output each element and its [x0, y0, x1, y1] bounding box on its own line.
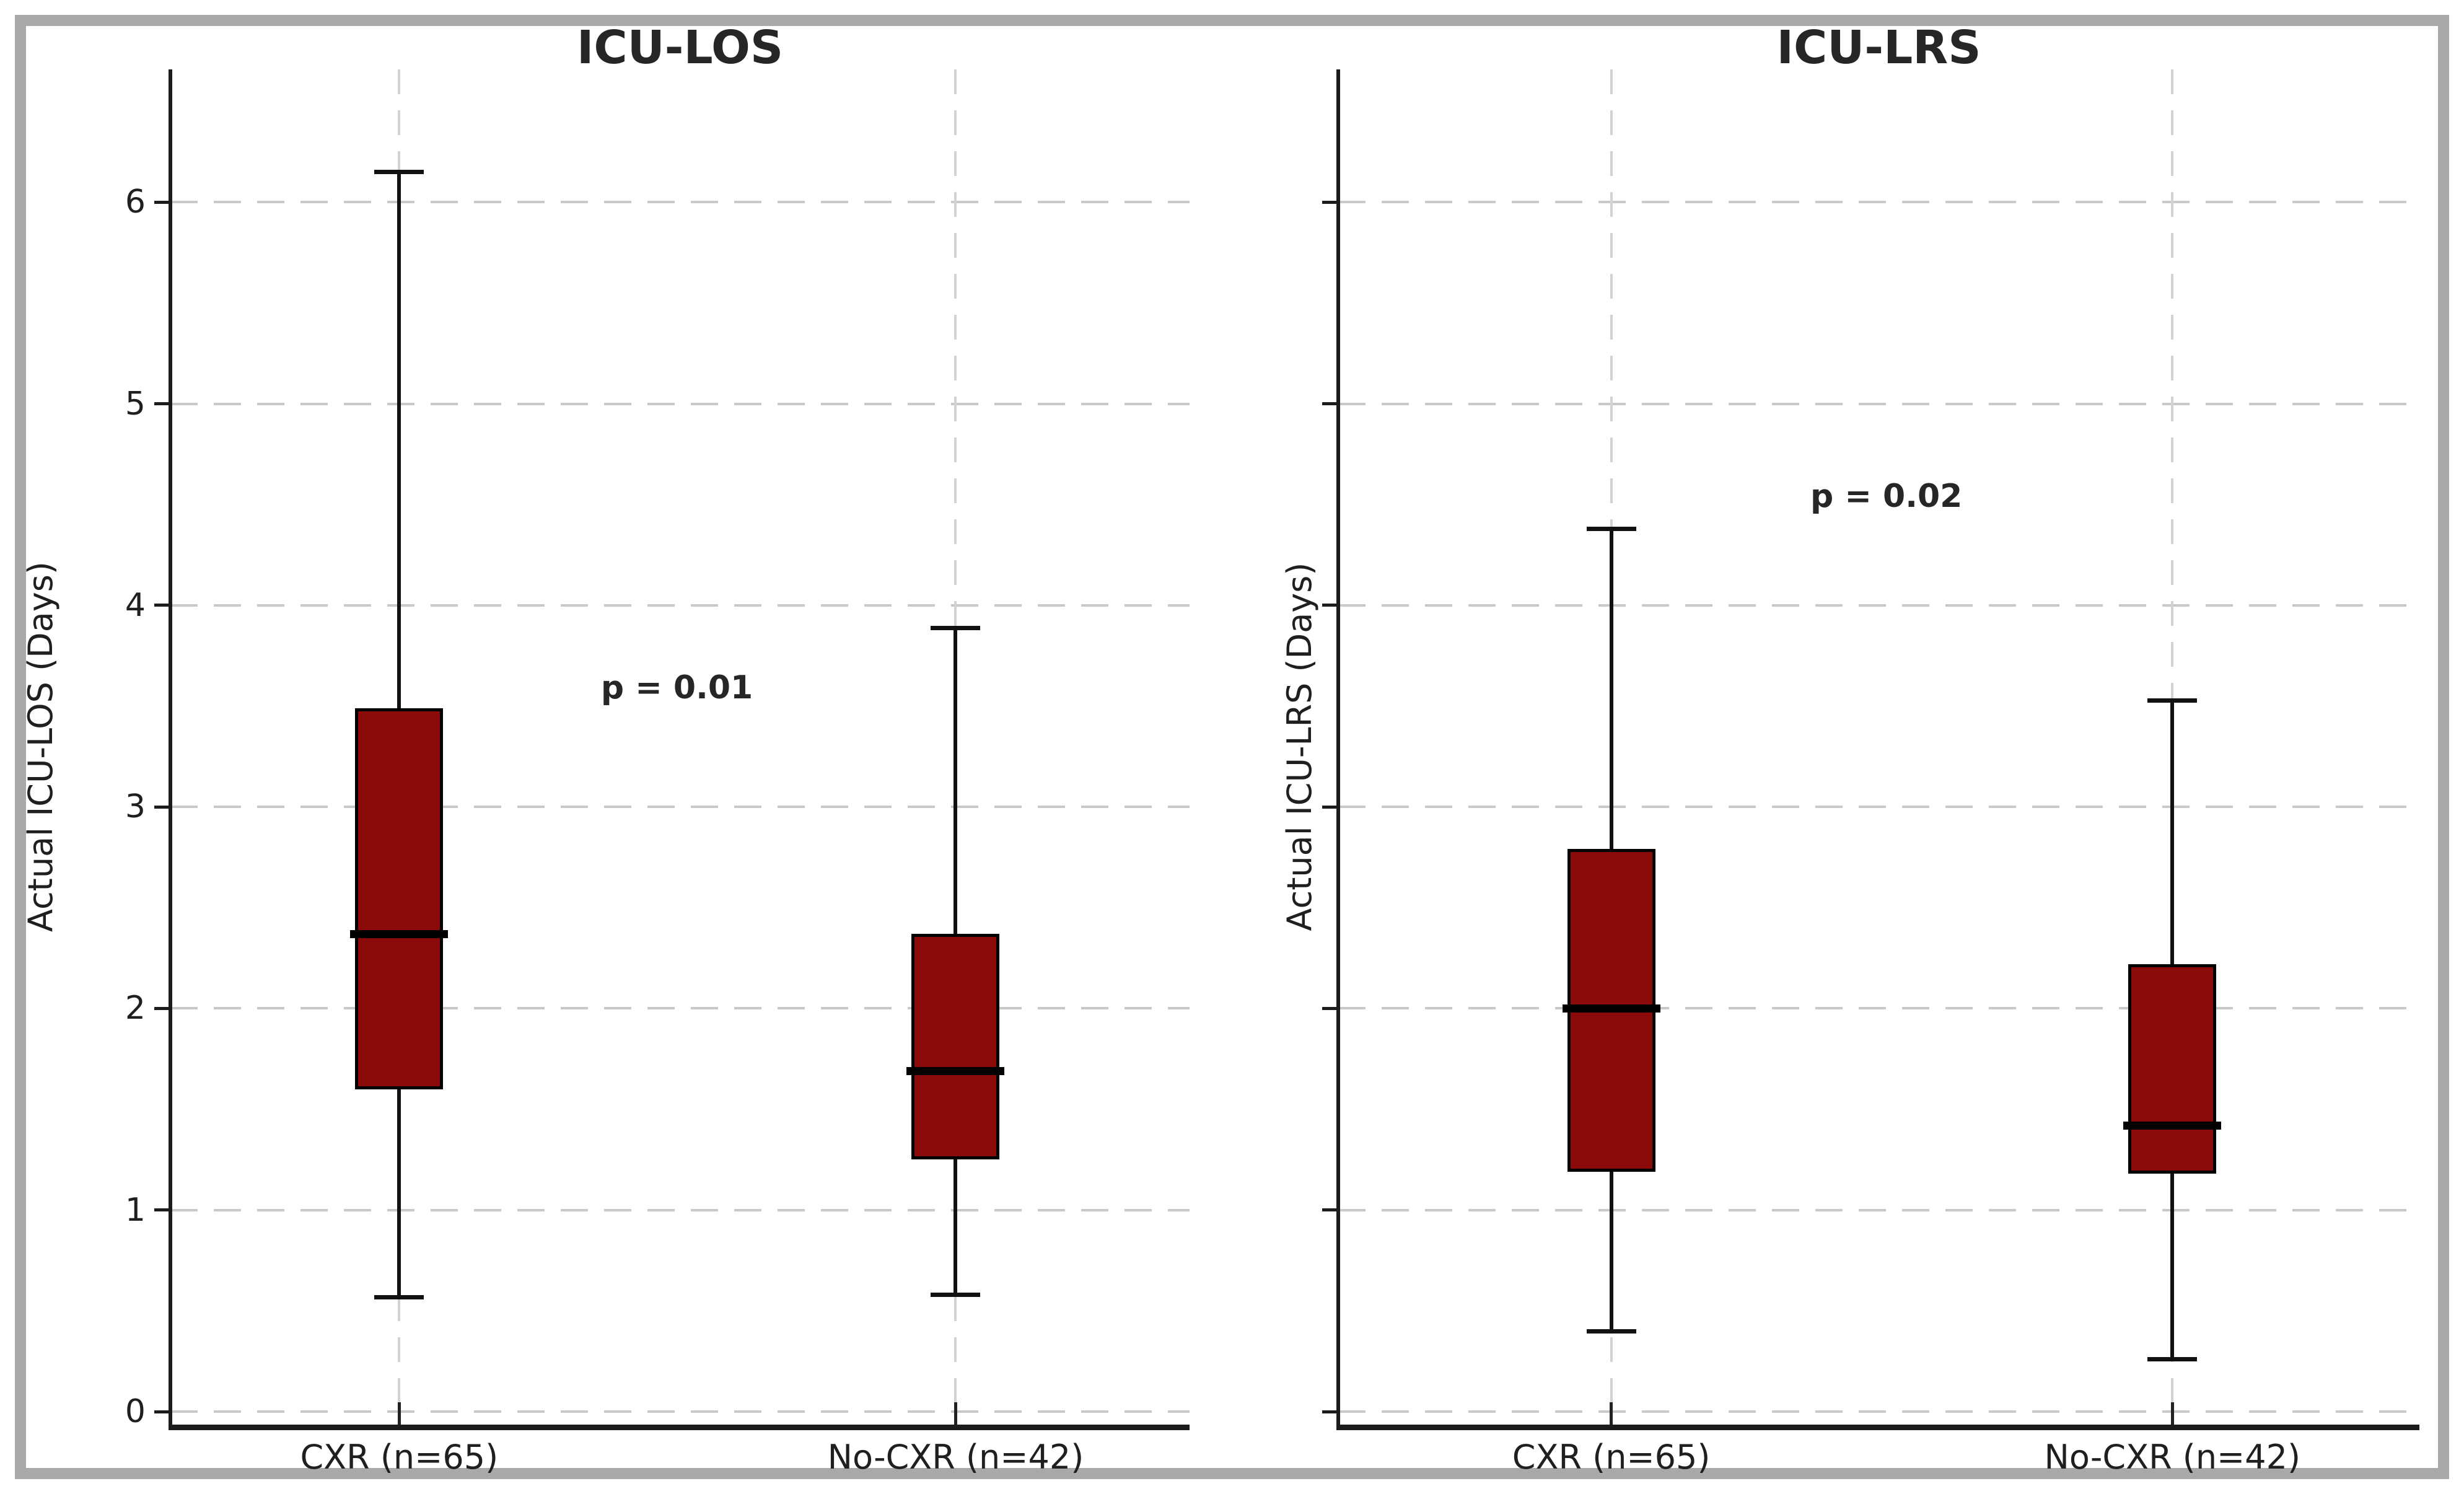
lower-whisker-cap — [374, 1294, 424, 1299]
y-tick-label: 2 — [125, 990, 146, 1027]
lower-whisker-cap — [931, 1293, 981, 1298]
median-line — [1562, 1004, 1660, 1013]
upper-whisker — [2170, 700, 2175, 964]
y-gridline — [170, 402, 1190, 405]
y-gridline — [1338, 1007, 2419, 1010]
y-tick-mark — [1322, 1208, 1338, 1212]
y-tick-label: 0 — [125, 1393, 146, 1430]
y-tick-mark — [154, 604, 170, 607]
x-tick-label: CXR (n=65) — [300, 1438, 499, 1477]
upper-whisker — [1609, 529, 1613, 850]
plot-area: CXR (n=65) No-CXR (n=42) p = 0.02 — [1322, 69, 2419, 1477]
y-gridline — [1338, 1208, 2419, 1211]
iqr-box — [355, 708, 444, 1089]
chart-title: ICU-LOS — [576, 21, 784, 74]
upper-whisker-cap — [1586, 527, 1636, 532]
x-tick-mark — [1610, 1402, 1613, 1425]
y-axis-spine — [1336, 69, 1340, 1428]
y-tick-mark — [1322, 402, 1338, 405]
y-tick-label: 3 — [125, 788, 146, 826]
y-axis-label: Actual ICU-LRS (Days) — [1280, 562, 1319, 931]
y-gridline — [1338, 402, 2419, 405]
x-tick-label: No-CXR (n=42) — [827, 1438, 1084, 1477]
y-tick-label: 5 — [125, 385, 146, 423]
y-gridline — [1338, 201, 2419, 204]
y-tick-mark — [154, 1006, 170, 1010]
median-line — [2123, 1121, 2222, 1130]
x-tick-label: CXR (n=65) — [1512, 1438, 1711, 1477]
lower-whisker-cap — [2147, 1357, 2198, 1362]
x-tick-mark — [954, 1402, 957, 1425]
y-gridline — [1338, 806, 2419, 809]
y-gridline — [170, 604, 1190, 607]
lower-whisker — [2170, 1174, 2175, 1360]
y-tick-mark — [1322, 1006, 1338, 1010]
y-tick-mark — [1322, 604, 1338, 607]
lower-whisker — [1609, 1171, 1613, 1331]
median-line — [906, 1066, 1005, 1075]
y-gridline — [170, 201, 1190, 204]
x-tick-mark — [2170, 1402, 2174, 1425]
y-tick-mark — [154, 1208, 170, 1212]
y-tick-label: 1 — [125, 1191, 146, 1229]
lower-whisker-cap — [1586, 1329, 1636, 1334]
plot-area: 0 1 2 3 4 5 6 CXR (n=65) No-CXR (n=42) p = 0.01 — [125, 69, 1190, 1477]
p-value-annotation: p = 0.02 — [1810, 478, 1963, 516]
y-tick-mark — [1322, 1410, 1338, 1413]
y-gridline — [170, 1410, 1190, 1413]
x-axis-spine — [169, 1425, 1190, 1430]
x-axis-spine — [1336, 1425, 2419, 1430]
y-tick-mark — [154, 402, 170, 405]
iqr-box — [911, 934, 1000, 1160]
y-gridline — [1338, 604, 2419, 607]
lower-whisker — [954, 1159, 958, 1295]
y-gridline — [170, 1007, 1190, 1010]
upper-whisker — [397, 172, 401, 708]
x-tick-label: No-CXR (n=42) — [2044, 1438, 2301, 1477]
y-gridline — [1338, 1410, 2419, 1413]
y-tick-mark — [1322, 805, 1338, 809]
upper-whisker-cap — [2147, 698, 2198, 703]
y-tick-label: 6 — [125, 183, 146, 221]
y-tick-mark — [154, 805, 170, 809]
y-gridline — [170, 806, 1190, 809]
y-gridline — [170, 1208, 1190, 1211]
lower-whisker — [397, 1089, 401, 1297]
y-tick-mark — [1322, 200, 1338, 204]
chart-title: ICU-LRS — [1776, 21, 1981, 74]
median-line — [350, 929, 449, 938]
p-value-annotation: p = 0.01 — [600, 669, 753, 707]
y-axis-spine — [169, 69, 172, 1428]
y-tick-mark — [154, 1410, 170, 1413]
upper-whisker — [954, 627, 958, 934]
y-tick-label: 4 — [125, 586, 146, 624]
upper-whisker-cap — [374, 170, 424, 175]
x-tick-mark — [397, 1402, 401, 1425]
y-tick-mark — [154, 200, 170, 204]
iqr-box — [2128, 964, 2217, 1174]
upper-whisker-cap — [931, 625, 981, 630]
